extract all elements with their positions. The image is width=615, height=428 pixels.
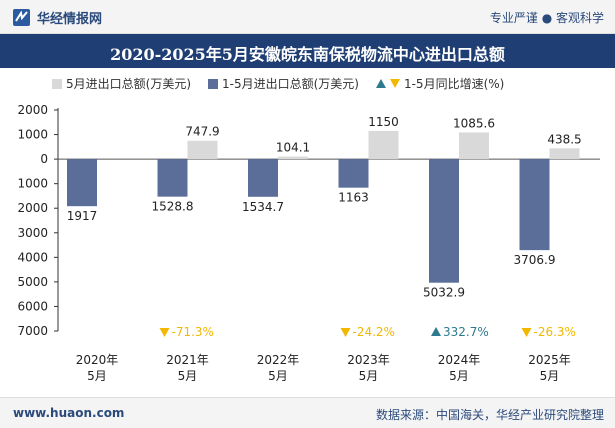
growth-label: 332.7% xyxy=(443,325,489,339)
x-tick-label-month: 5月 xyxy=(359,369,379,383)
y-tick-label: 3000 xyxy=(17,226,48,240)
bar-monthly xyxy=(549,148,580,160)
growth-label: -71.3% xyxy=(172,325,214,339)
y-tick-label: 2000 xyxy=(17,201,48,215)
legend-triangle-up-icon xyxy=(375,79,386,88)
legend-triangle-down-icon xyxy=(389,79,400,88)
x-tick-label-month: 5月 xyxy=(449,369,469,383)
legend-swatch-cumulative xyxy=(208,78,218,89)
data-label-cumulative: 3706.9 xyxy=(514,253,556,267)
growth-up-marker xyxy=(431,327,441,336)
legend-label-growth: 1-5月同比增速(%) xyxy=(403,77,505,91)
footer: www.huaon.com 数据来源：中国海关，华经产业研究院整理 xyxy=(0,397,615,428)
bar-cumulative xyxy=(338,159,369,188)
footer-source: 数据来源：中国海关，华经产业研究院整理 xyxy=(375,408,604,422)
y-tick-label: 1000 xyxy=(17,177,48,191)
y-tick-label: 6000 xyxy=(17,299,48,313)
bar-monthly xyxy=(278,156,308,160)
y-tick-label: 4000 xyxy=(17,250,48,264)
y-tick-label: 1000 xyxy=(17,128,48,142)
legend-label-cumulative: 1-5月进出口总额(万美元) xyxy=(222,77,359,91)
bar-cumulative xyxy=(248,159,278,197)
bar-monthly xyxy=(368,130,399,160)
tagline: 专业严谨 ● 客观科学 xyxy=(489,11,604,25)
x-tick-label-month: 5月 xyxy=(87,369,107,383)
growth-label: -24.2% xyxy=(353,325,395,339)
chart-legend: 5月进出口总额(万美元) 1-5月进出口总额(万美元) 1-5月同比增速(%) xyxy=(52,75,521,92)
y-tick-label: 2000 xyxy=(17,103,48,117)
y-tick-label: 7000 xyxy=(17,324,48,338)
data-label-cumulative: 5032.9 xyxy=(423,286,465,300)
chart-title: 2020-2025年5月安徽皖东南保税物流中心进出口总额 xyxy=(110,45,505,64)
brand[interactable]: 华经情报网 xyxy=(13,8,102,27)
data-label-monthly: 104.1 xyxy=(276,141,310,155)
y-tick-label: 5000 xyxy=(17,275,48,289)
legend-item-cumulative: 1-5月进出口总额(万美元) xyxy=(208,75,359,92)
footer-website[interactable]: www.huaon.com xyxy=(13,406,125,420)
title-bar: 2020-2025年5月安徽皖东南保税物流中心进出口总额 xyxy=(0,34,615,68)
y-tick-label: 0 xyxy=(40,152,48,166)
x-tick-label-month: 5月 xyxy=(178,369,198,383)
x-tick-label-month: 5月 xyxy=(268,369,288,383)
bar-cumulative xyxy=(429,159,459,283)
data-label-monthly: 438.5 xyxy=(547,132,581,146)
bar-cumulative xyxy=(67,159,97,207)
legend-item-growth: 1-5月同比增速(%) xyxy=(375,75,505,92)
data-label-cumulative: 1163 xyxy=(338,191,369,205)
data-label-monthly: 1085.6 xyxy=(453,116,495,130)
x-tick-label-year: 2020年 xyxy=(76,353,119,367)
x-tick-label-year: 2023年 xyxy=(347,353,390,367)
growth-down-marker xyxy=(159,328,170,337)
bar-monthly xyxy=(187,140,218,160)
x-tick-label-year: 2024年 xyxy=(438,353,481,367)
bar-cumulative xyxy=(519,159,550,251)
x-tick-label-year: 2021年 xyxy=(166,353,209,367)
legend-swatch-monthly xyxy=(52,78,62,89)
growth-label: -26.3% xyxy=(534,325,576,339)
data-label-cumulative: 1534.7 xyxy=(242,200,284,214)
top-bar: 华经情报网 专业严谨 ● 客观科学 xyxy=(0,0,615,34)
x-tick-label-year: 2022年 xyxy=(257,353,300,367)
x-tick-label-month: 5月 xyxy=(540,369,560,383)
legend-item-monthly: 5月进出口总额(万美元) xyxy=(52,75,191,92)
data-label-monthly: 1150 xyxy=(368,115,399,129)
data-label-cumulative: 1917 xyxy=(67,209,98,223)
x-tick-label-year: 2025年 xyxy=(528,353,571,367)
legend-label-monthly: 5月进出口总额(万美元) xyxy=(66,77,191,91)
brand-name: 华经情报网 xyxy=(37,12,103,27)
brand-logo-icon xyxy=(13,9,30,26)
growth-down-marker xyxy=(340,328,351,337)
bar-monthly xyxy=(459,132,489,160)
data-label-monthly: 747.9 xyxy=(185,125,219,139)
data-label-cumulative: 1528.8 xyxy=(152,200,194,214)
growth-down-marker xyxy=(521,328,532,337)
bar-cumulative xyxy=(157,159,188,197)
